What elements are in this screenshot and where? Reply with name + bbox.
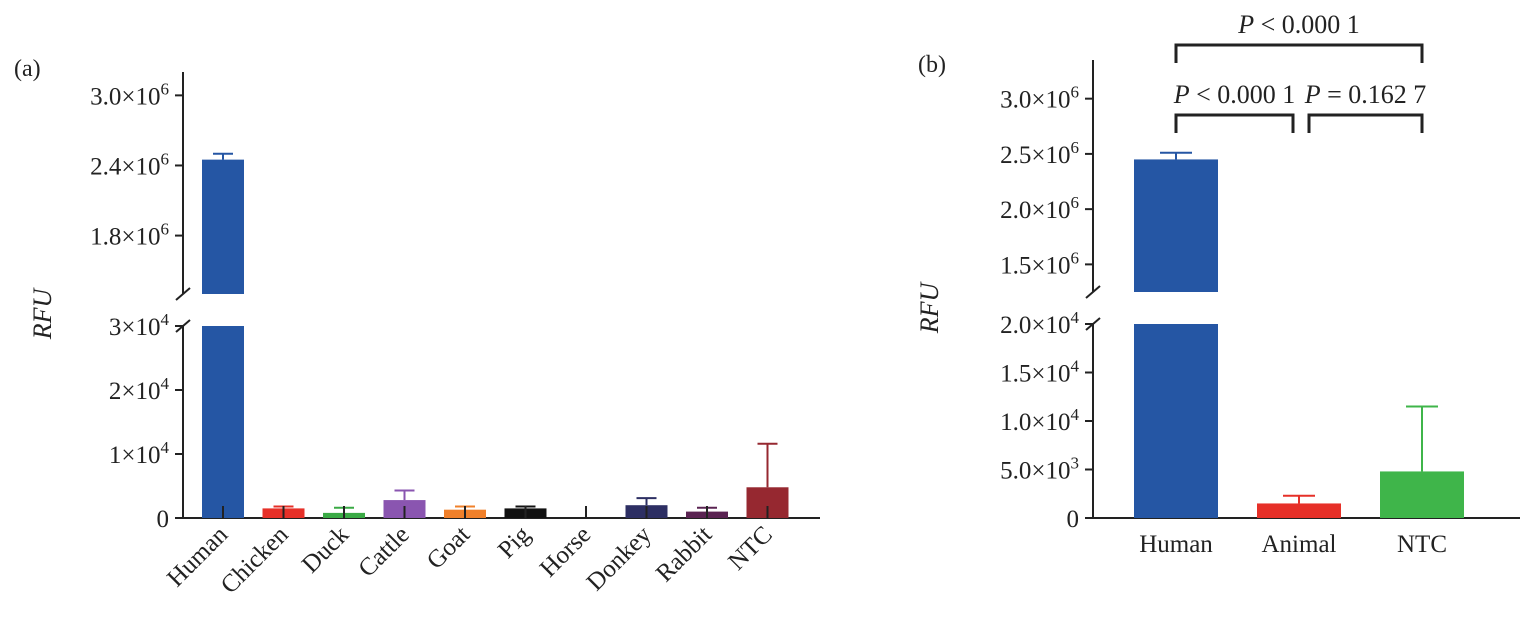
panel-b-significance-bracket: [1174, 43, 1424, 63]
panel-b-y-tick-label: 5.0×103: [1000, 454, 1079, 485]
panel-a-x-tick-label: Duck: [297, 521, 355, 579]
panel-b-p-value-label: P < 0.000 1: [1237, 10, 1360, 39]
panel-a-y-tick-label: 3.0×106: [90, 79, 169, 110]
panel-a-chart: (a) RFU 1.8×106 2.4×106 3.0×106 0 1×104 2×104…: [14, 56, 820, 599]
panel-a-bar: [202, 159, 244, 294]
panel-b-bar: [1134, 159, 1218, 292]
panel-b-y-tick-label: 3.0×106: [1000, 83, 1079, 114]
panel-b-x-tick-label: Human: [1139, 531, 1213, 558]
panel-b-y-tick-label: 1.5×106: [1000, 248, 1079, 279]
panel-b-bar: [1134, 324, 1218, 518]
panel-a-ylabel: RFU: [28, 287, 57, 341]
panel-b-x-tick-label: NTC: [1397, 531, 1447, 558]
panel-b-y-tick-label: 2.5×106: [1000, 138, 1079, 169]
panel-b-label: (b): [918, 52, 946, 78]
panel-a-y-tick-label: 2.4×106: [90, 149, 169, 180]
panel-b-chart: (b) RFU 1.5×106 2.0×106 2.5×106 3.0×106 0 5.0…: [915, 10, 1520, 558]
panel-b-y-tick-label: 1.0×104: [1000, 405, 1079, 436]
panel-a-y-tick-label: 0: [157, 506, 170, 533]
panel-a-label: (a): [14, 56, 41, 82]
panel-a-y-tick-label: 3×104: [109, 310, 170, 341]
panel-b-p-value-label: P = 0.162 7: [1304, 80, 1427, 109]
panel-a-y-tick-label: 1.8×106: [90, 220, 169, 251]
panel-b-significance-bracket: [1307, 113, 1424, 133]
panel-b-axis-break-mark: [1085, 285, 1101, 299]
panel-b-y-tick-label: 2.0×106: [1000, 193, 1079, 224]
panel-b-p-value-label: P < 0.000 1: [1173, 80, 1296, 109]
panel-a-x-tick-label: Pig: [493, 521, 536, 564]
panel-b-ylabel: RFU: [915, 281, 944, 335]
panel-b-significance-bracket: [1174, 113, 1295, 133]
panel-b-y-tick-label: 2.0×104: [1000, 308, 1079, 339]
panel-a-y-tick-label: 1×104: [109, 438, 170, 469]
panel-b-bar: [1257, 503, 1341, 518]
panel-b-x-tick-label: Animal: [1262, 531, 1337, 558]
panel-b-bar: [1380, 471, 1464, 518]
panel-a-x-tick-label: Chicken: [216, 521, 294, 599]
panel-b-y-tick-label: 1.5×104: [1000, 357, 1079, 388]
panel-a-axis-break-mark: [175, 287, 191, 301]
panel-a-x-tick-label: Goat: [422, 521, 475, 574]
panel-a-x-tick-label: Donkey: [582, 521, 657, 596]
panel-a-x-tick-label: NTC: [723, 521, 777, 575]
panel-a-x-tick-label: Rabbit: [651, 521, 717, 587]
panel-a-bar: [202, 326, 244, 518]
panel-b-y-tick-label: 0: [1067, 506, 1080, 533]
panel-a-x-tick-label: Cattle: [353, 521, 414, 582]
panel-a-y-tick-label: 2×104: [109, 374, 170, 405]
